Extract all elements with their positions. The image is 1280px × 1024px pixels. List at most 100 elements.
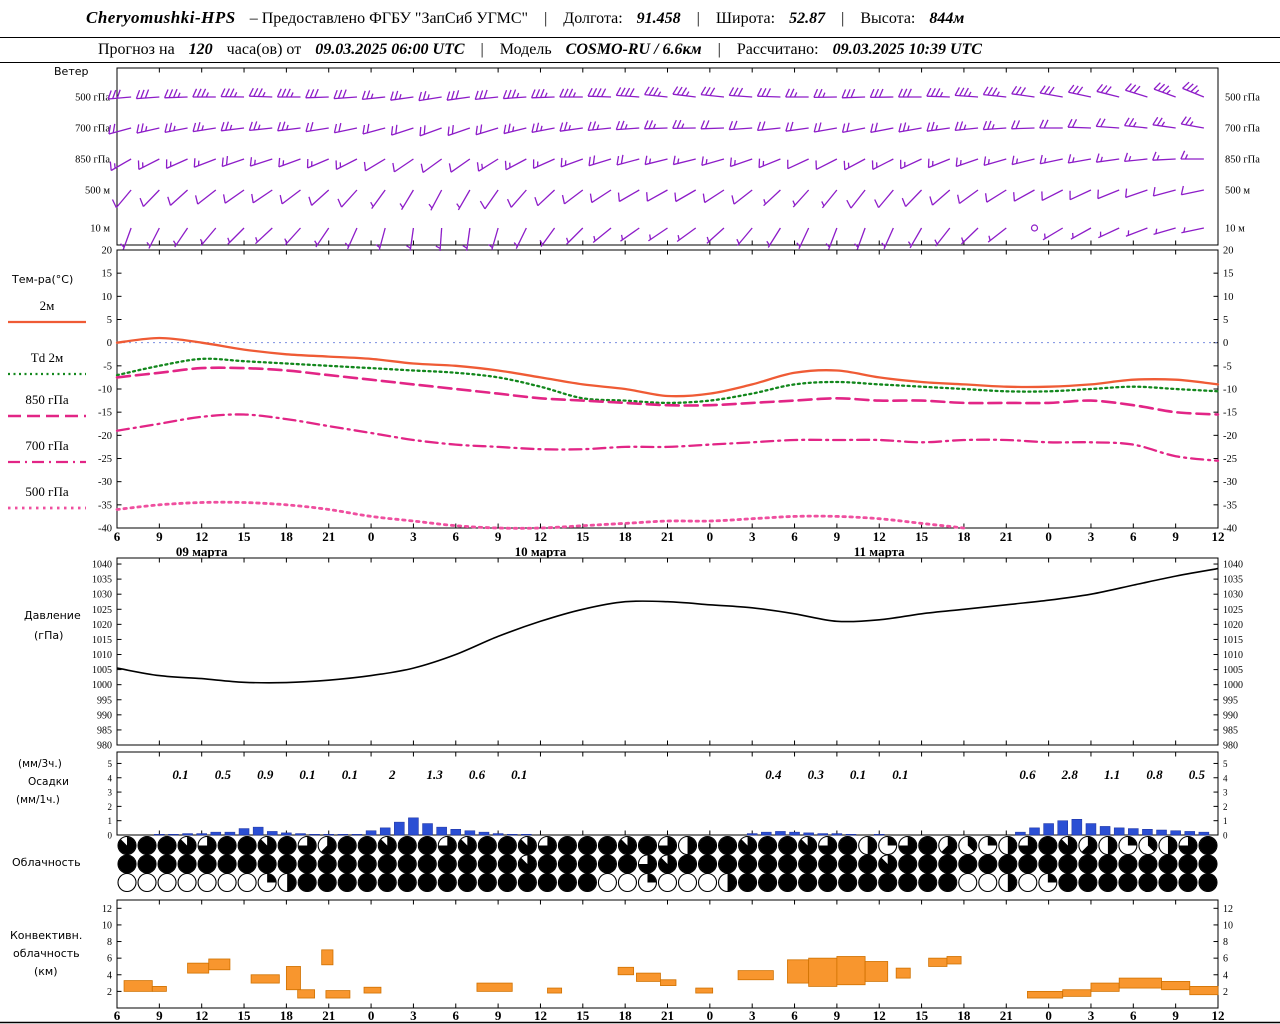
svg-text:6: 6 xyxy=(107,954,112,965)
svg-text:-15: -15 xyxy=(98,408,112,419)
svg-text:995: 995 xyxy=(97,695,112,706)
svg-text:1: 1 xyxy=(1223,816,1228,826)
model-label: Модель xyxy=(499,41,552,58)
legend-item-t850: 850 гПа xyxy=(25,392,69,407)
svg-text:-30: -30 xyxy=(1223,477,1237,488)
svg-text:15: 15 xyxy=(915,1008,929,1023)
svg-text:12: 12 xyxy=(102,904,112,915)
longitude-label: Долгота: xyxy=(563,10,623,27)
svg-text:980: 980 xyxy=(1223,741,1238,752)
svg-text:-35: -35 xyxy=(1223,500,1237,511)
svg-text:1.3: 1.3 xyxy=(426,767,443,782)
svg-text:21: 21 xyxy=(1000,1008,1013,1023)
svg-text:0.4: 0.4 xyxy=(765,767,782,782)
svg-text:0.1: 0.1 xyxy=(342,767,358,782)
svg-text:3: 3 xyxy=(1088,1008,1095,1023)
latitude-value: 52.87 xyxy=(789,10,826,27)
svg-text:700 гПа: 700 гПа xyxy=(1225,124,1260,135)
svg-text:6: 6 xyxy=(791,1008,798,1023)
svg-text:985: 985 xyxy=(97,725,112,736)
svg-text:9: 9 xyxy=(1172,1008,1179,1023)
svg-text:3: 3 xyxy=(749,1008,756,1023)
svg-text:12: 12 xyxy=(873,529,886,544)
svg-text:15: 15 xyxy=(102,269,113,280)
svg-text:3: 3 xyxy=(1223,788,1228,798)
convective-panel-label-2: облачность xyxy=(13,947,80,960)
svg-text:5: 5 xyxy=(108,759,113,769)
svg-text:21: 21 xyxy=(322,1008,335,1023)
svg-text:985: 985 xyxy=(1223,725,1238,736)
svg-text:15: 15 xyxy=(238,529,252,544)
svg-text:10 м: 10 м xyxy=(1225,224,1245,235)
svg-text:1010: 1010 xyxy=(92,650,112,661)
svg-text:8: 8 xyxy=(1223,937,1228,948)
svg-text:2.8: 2.8 xyxy=(1061,767,1079,782)
precip-3h-units-label: (мм/3ч.) xyxy=(18,758,62,770)
calculated-datetime: 09.03.2025 10:39 UTC xyxy=(832,41,982,58)
svg-text:1025: 1025 xyxy=(92,605,112,616)
svg-text:0: 0 xyxy=(368,529,375,544)
svg-text:9: 9 xyxy=(834,1008,841,1023)
svg-text:6: 6 xyxy=(453,529,460,544)
legend-item-t700: 700 гПа xyxy=(25,438,69,453)
svg-text:1005: 1005 xyxy=(1223,665,1243,676)
svg-text:0: 0 xyxy=(1223,338,1228,349)
svg-text:10: 10 xyxy=(1223,292,1234,303)
svg-text:1030: 1030 xyxy=(1223,590,1243,601)
pressure-units-label: (гПа) xyxy=(34,629,64,642)
svg-text:6: 6 xyxy=(453,1008,460,1023)
model-name: COSMO-RU / 6.6км xyxy=(565,41,702,58)
pressure-panel-label: Давление xyxy=(24,609,81,622)
svg-text:980: 980 xyxy=(97,741,112,752)
svg-text:18: 18 xyxy=(280,529,294,544)
legend-item-td2m: Td 2м xyxy=(30,350,64,365)
svg-text:0.8: 0.8 xyxy=(1146,767,1163,782)
header-line-1: Cheryomushki-HPS – Предоставлено ФГБУ "З… xyxy=(0,0,1280,38)
svg-text:10: 10 xyxy=(1223,920,1233,931)
separator: | xyxy=(717,41,721,58)
svg-text:12: 12 xyxy=(1212,1008,1225,1023)
svg-text:10: 10 xyxy=(102,292,113,303)
forecast-hours: 120 xyxy=(188,41,213,58)
svg-text:5: 5 xyxy=(107,315,112,326)
svg-text:-30: -30 xyxy=(98,477,112,488)
svg-text:1.1: 1.1 xyxy=(1104,767,1120,782)
svg-text:0: 0 xyxy=(107,338,112,349)
svg-text:2: 2 xyxy=(1223,802,1228,812)
svg-text:-40: -40 xyxy=(98,524,112,535)
svg-text:2: 2 xyxy=(107,987,112,998)
svg-text:-40: -40 xyxy=(1223,524,1237,535)
svg-text:500 м: 500 м xyxy=(1225,186,1250,197)
svg-text:20: 20 xyxy=(102,246,113,257)
svg-text:0.9: 0.9 xyxy=(257,767,274,782)
legend-item-t500: 500 гПа xyxy=(25,484,69,499)
svg-text:-20: -20 xyxy=(1223,431,1237,442)
svg-text:18: 18 xyxy=(957,1008,971,1023)
svg-text:-35: -35 xyxy=(98,500,112,511)
svg-text:1035: 1035 xyxy=(1223,575,1243,586)
svg-text:3: 3 xyxy=(410,1008,417,1023)
svg-text:1: 1 xyxy=(108,816,113,826)
altitude-value: 844м xyxy=(929,10,965,27)
svg-text:500 гПа: 500 гПа xyxy=(75,93,110,104)
convective-panel-label-1: Конвективн. xyxy=(10,929,83,942)
svg-text:4: 4 xyxy=(108,773,113,783)
svg-text:1010: 1010 xyxy=(1223,650,1243,661)
svg-text:11 марта: 11 марта xyxy=(854,544,905,559)
svg-text:9: 9 xyxy=(495,1008,502,1023)
svg-text:8: 8 xyxy=(107,937,112,948)
svg-text:0: 0 xyxy=(707,1008,714,1023)
forecast-label: Прогноз на xyxy=(98,41,175,58)
svg-text:21: 21 xyxy=(322,529,335,544)
temperature-panel-label: Тем-ра(°C) xyxy=(12,273,74,286)
svg-text:990: 990 xyxy=(1223,710,1238,721)
svg-text:0: 0 xyxy=(368,1008,375,1023)
svg-text:12: 12 xyxy=(534,529,547,544)
svg-text:6: 6 xyxy=(1130,529,1137,544)
convective-units-label: (км) xyxy=(34,965,58,978)
svg-text:1000: 1000 xyxy=(1223,680,1243,691)
svg-text:12: 12 xyxy=(195,529,208,544)
svg-text:1025: 1025 xyxy=(1223,605,1243,616)
svg-text:21: 21 xyxy=(661,529,674,544)
svg-text:6: 6 xyxy=(114,529,121,544)
